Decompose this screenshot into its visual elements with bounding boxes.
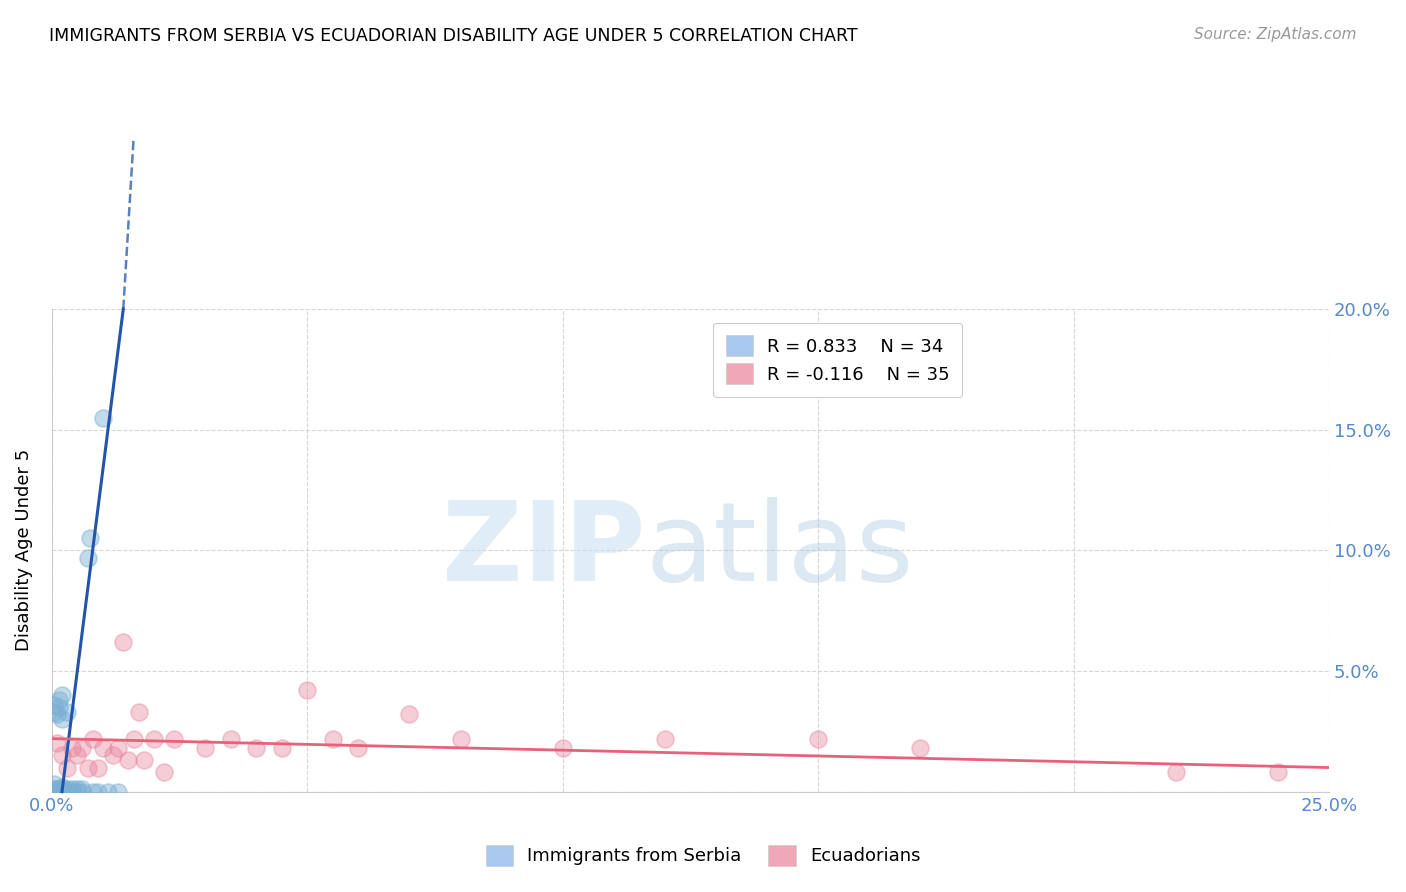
Point <box>44 705 66 719</box>
Point <box>1267 765 1289 780</box>
Point <box>654 731 676 746</box>
Point <box>51 712 73 726</box>
Text: atlas: atlas <box>645 497 914 604</box>
Point <box>45 707 67 722</box>
Point <box>107 741 129 756</box>
Point <box>163 731 186 746</box>
Point <box>219 731 242 746</box>
Point <box>122 731 145 746</box>
Legend: Immigrants from Serbia, Ecuadorians: Immigrants from Serbia, Ecuadorians <box>472 832 934 879</box>
Point <box>44 777 66 791</box>
Point <box>51 748 73 763</box>
Point <box>128 705 150 719</box>
Point <box>91 741 114 756</box>
Text: ZIP: ZIP <box>443 497 645 604</box>
Point <box>72 782 94 797</box>
Point <box>45 785 67 799</box>
Point <box>87 785 110 799</box>
Point <box>322 731 344 746</box>
Point <box>91 410 114 425</box>
Point <box>97 785 120 799</box>
Point <box>398 707 420 722</box>
Point <box>66 785 89 799</box>
Point <box>45 736 67 750</box>
Point <box>56 760 79 774</box>
Point <box>132 753 155 767</box>
Point <box>44 782 66 797</box>
Point <box>107 785 129 799</box>
Point <box>60 785 83 799</box>
Point <box>76 550 98 565</box>
Point <box>450 731 472 746</box>
Point <box>112 635 135 649</box>
Point <box>48 785 70 799</box>
Point <box>153 765 176 780</box>
Point <box>79 531 101 545</box>
Point <box>44 698 66 712</box>
Point <box>45 785 67 799</box>
Point <box>101 748 124 763</box>
Point <box>51 785 73 799</box>
Legend: R = 0.833    N = 34, R = -0.116    N = 35: R = 0.833 N = 34, R = -0.116 N = 35 <box>713 323 963 397</box>
Point <box>194 741 217 756</box>
Point <box>51 782 73 797</box>
Point <box>142 731 165 746</box>
Point <box>66 782 89 797</box>
Point <box>48 700 70 714</box>
Point <box>245 741 267 756</box>
Point <box>807 731 830 746</box>
Point <box>48 782 70 797</box>
Point <box>87 760 110 774</box>
Point <box>76 760 98 774</box>
Point <box>56 705 79 719</box>
Text: Source: ZipAtlas.com: Source: ZipAtlas.com <box>1194 27 1357 42</box>
Point <box>551 741 574 756</box>
Point <box>82 731 104 746</box>
Point <box>72 785 94 799</box>
Y-axis label: Disability Age Under 5: Disability Age Under 5 <box>15 450 32 651</box>
Text: IMMIGRANTS FROM SERBIA VS ECUADORIAN DISABILITY AGE UNDER 5 CORRELATION CHART: IMMIGRANTS FROM SERBIA VS ECUADORIAN DIS… <box>49 27 858 45</box>
Point <box>60 741 83 756</box>
Point <box>44 785 66 799</box>
Point <box>66 748 89 763</box>
Point <box>82 785 104 799</box>
Point <box>1164 765 1187 780</box>
Point <box>60 782 83 797</box>
Point <box>117 753 139 767</box>
Point <box>270 741 292 756</box>
Point <box>48 693 70 707</box>
Point <box>51 780 73 794</box>
Point <box>72 741 94 756</box>
Point <box>51 688 73 702</box>
Point <box>56 785 79 799</box>
Point <box>56 782 79 797</box>
Point <box>347 741 370 756</box>
Point <box>297 683 319 698</box>
Point <box>910 741 932 756</box>
Point <box>45 782 67 797</box>
